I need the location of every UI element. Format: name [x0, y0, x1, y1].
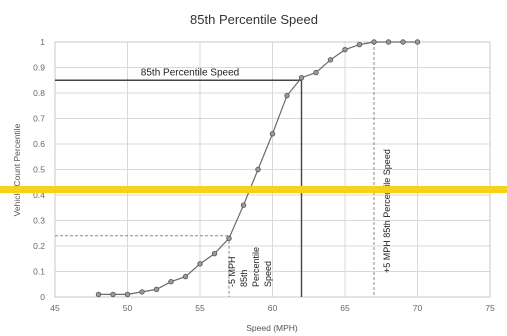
plus-5-label: +5 MPH 85th Percentile Speed [382, 149, 392, 273]
data-point [284, 92, 290, 99]
y-tick-label: 0.4 [33, 190, 45, 200]
minus-5-label-line: -5 MPH [227, 256, 237, 287]
data-point [400, 39, 406, 45]
y-tick-label: 0.5 [33, 165, 45, 175]
y-tick-label: 0.2 [33, 241, 45, 251]
data-point [110, 291, 116, 298]
data-point [95, 291, 102, 298]
y-axis-label: Vehicle Count Percentile [12, 123, 22, 216]
plot-area [54, 41, 491, 298]
data-point [356, 41, 363, 48]
x-tick-label: 60 [268, 303, 278, 313]
data-point [255, 166, 261, 173]
data-point [226, 235, 232, 242]
data-point [124, 291, 131, 298]
minus-5-label-line: 85th [239, 269, 249, 287]
data-point [298, 74, 305, 81]
data-point [168, 279, 174, 285]
data-point [240, 202, 247, 208]
x-tick-label: 75 [485, 303, 495, 313]
axis-ticks: 0 0.1 0.2 0.3 0.4 0.5 0.6 0.7 0.8 0.9 1 45 50 55 60 65 7… [33, 37, 495, 313]
y-tick-label: 1 [40, 37, 45, 47]
y-tick-label: 0.1 [33, 267, 45, 277]
y-tick-label: 0.3 [33, 216, 45, 226]
x-tick-label: 70 [413, 303, 423, 313]
annotations: 85th Percentile Speed -5 MPH 85th Percentil… [141, 67, 392, 287]
y-tick-label: 0.7 [33, 114, 45, 124]
minus-5-label-line: Speed [263, 261, 273, 287]
data-point [153, 286, 160, 293]
minus-5-label-line: Percentile [251, 247, 261, 287]
data-point [313, 69, 319, 76]
data-point [211, 250, 218, 257]
y-tick-label: 0.6 [33, 139, 45, 149]
chart-title: 85th Percentile Speed [190, 12, 318, 27]
data-point [182, 273, 189, 280]
data-point [139, 289, 145, 295]
y-tick-label: 0.8 [33, 88, 45, 98]
data-point [269, 131, 276, 137]
data-point [327, 57, 334, 63]
data-point [371, 39, 377, 45]
x-axis-label: Speed (MPH) [246, 323, 298, 333]
data-point [342, 46, 348, 53]
y-tick-label: 0.9 [33, 63, 45, 73]
data-point [385, 39, 392, 45]
x-tick-label: 50 [123, 303, 133, 313]
data-point [414, 39, 421, 45]
data-series [95, 39, 421, 298]
x-tick-label: 55 [195, 303, 205, 313]
data-point [197, 261, 203, 267]
percentile-85-label: 85th Percentile Speed [141, 67, 239, 78]
highlight-bar [0, 186, 507, 193]
x-tick-label: 65 [340, 303, 350, 313]
x-tick-label: 45 [50, 303, 60, 313]
y-tick-label: 0 [40, 292, 45, 302]
